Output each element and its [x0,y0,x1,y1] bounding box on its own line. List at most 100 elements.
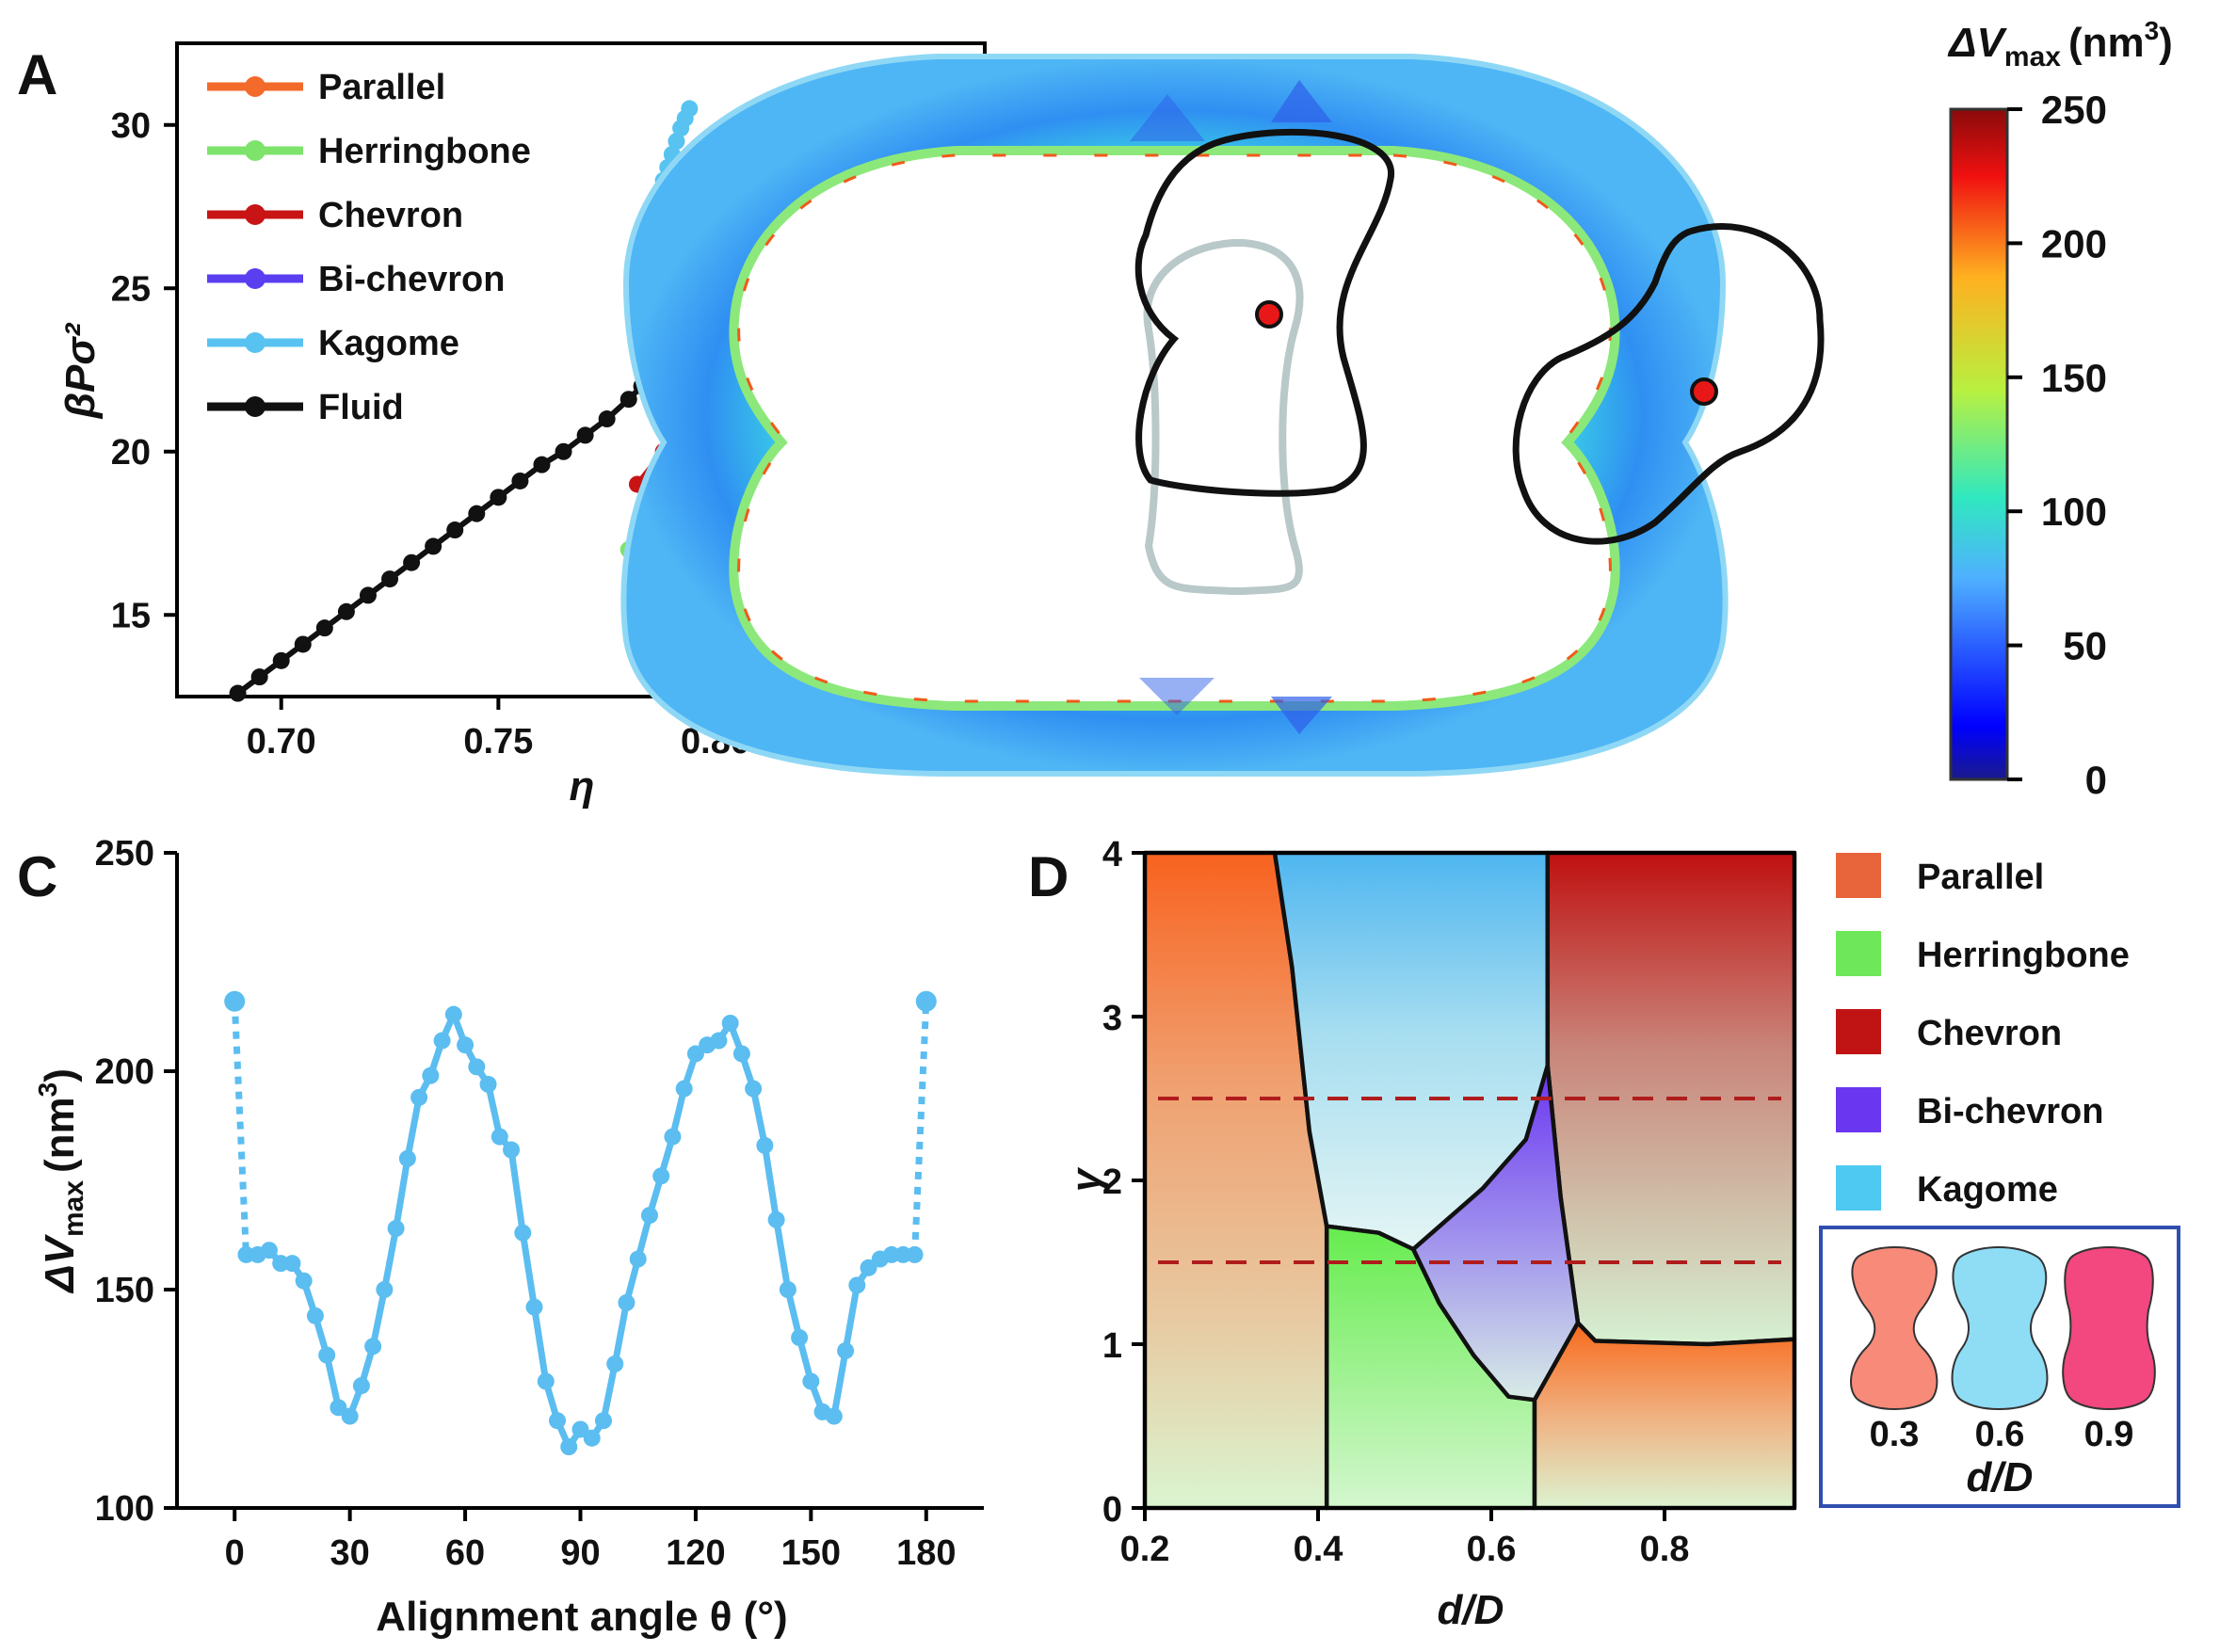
data-point [571,1420,589,1438]
data-point [825,1407,843,1425]
legend-item-chevron: Chevron [1836,1009,2062,1054]
legend-item-fluid: Fluid [207,388,404,427]
data-point [525,1298,543,1316]
data-point [848,1276,866,1294]
data-point [318,1346,336,1364]
x-tick-label: 60 [445,1533,485,1573]
legend-label: Parallel [318,68,445,107]
y-tick-label: 1 [1102,1326,1122,1366]
line-segment [600,1363,619,1421]
y-tick-label: 0 [1102,1490,1122,1530]
legend-label: Chevron [1917,1014,2062,1053]
legend-swatch [1836,1165,1881,1211]
data-point [330,1399,347,1417]
data-point [457,1036,475,1054]
data-point [444,1005,462,1023]
legend-swatch [1836,931,1881,976]
y-tick-label: 100 [95,1489,154,1529]
x-tick-label: 0.6 [1467,1530,1517,1569]
line-segment [749,1087,768,1147]
panel-d-legend: Parallel Herringbone Chevron Bi-chevron Kago… [1836,853,2130,1211]
data-point [555,442,572,460]
colorbar-tick-label: 100 [2041,489,2107,534]
data-point [779,1281,796,1298]
data-point [668,133,685,151]
panel-d-ticks: 0.2 0.4 0.6 0.8 0 1 2 3 4 [1102,835,1690,1569]
x-tick-label: 0 [225,1533,245,1573]
legend-label: Chevron [318,196,463,235]
y-tick-label: 4 [1102,835,1122,874]
colorbar-gradient [1949,107,2009,781]
data-point [364,1338,382,1355]
data-point [381,570,399,588]
heatmap-patch [1271,80,1332,122]
legend-label: Kagome [1917,1170,2058,1210]
x-tick-label: 0.75 [463,722,533,762]
line-segment [611,1302,630,1365]
panel-c: C 0 30 60 90 120 150 180 100 150 200 250 Alignment… [17,834,984,1640]
data-point [376,1281,394,1298]
panel-d: D 0.2 0.4 0.6 0.8 0 1 2 3 4 d/D γ Parallel Herrin… [1028,835,2180,1633]
data-point [398,1149,416,1167]
legend-label: Herringbone [318,132,531,171]
legend-swatch [1836,853,1881,898]
data-point [533,456,551,473]
heatmap-right-contact-point [1690,377,1718,406]
legend-swatch [1836,1087,1881,1132]
line-segment [485,1083,504,1138]
legend-item-kagome: Kagome [207,324,459,363]
y-tick-label: 30 [111,106,151,146]
panel-d-xlabel: d/D [1438,1587,1504,1633]
inset-shape-0.3 [1849,1246,1938,1410]
inset-label-0: 0.3 [1870,1415,1920,1454]
legend-label: Kagome [318,324,459,363]
heatmap-map [620,54,1825,777]
panel-a-ylabel: βPσ² [57,322,104,419]
heatmap-patch [1271,697,1332,734]
data-point [403,553,421,571]
data-point [618,1293,635,1311]
data-point [425,537,442,555]
data-point [537,1372,555,1390]
line-segment [380,1227,400,1291]
x-tick-label: 0.70 [247,722,316,762]
line-segment [369,1289,388,1348]
inset-shape-0.9 [2062,1246,2156,1410]
data-point [294,635,312,653]
y-tick-label: 250 [95,834,154,874]
legend-swatch-marker [245,396,265,417]
heatmap-inner-edge [737,153,1612,703]
x-tick-label: 0.4 [1294,1530,1343,1569]
panel-d-ylabel: γ [1063,1166,1109,1192]
x-tick-label: 150 [781,1533,841,1573]
data-point [433,1032,451,1050]
data-point [732,1045,750,1063]
data-point [422,1067,440,1084]
heatmap-right-particle-outline [1512,223,1825,545]
panel-a-legend: Parallel Herringbone Chevron Bi-chevron Kago… [207,68,531,427]
legend-swatch-marker [245,332,265,353]
legend-item-parallel: Parallel [207,68,445,107]
legend-item-chevron: Chevron [207,196,463,235]
data-point [640,1207,658,1225]
dotted-segment [231,1001,249,1256]
y-tick-label: 20 [111,433,151,473]
data-point [576,426,594,444]
legend-swatch-marker [245,204,265,225]
line-segment [761,1145,780,1221]
line-segment [519,1232,538,1308]
data-point [511,472,529,489]
data-point [675,1080,693,1098]
data-point [224,990,246,1012]
line-segment [323,1354,342,1409]
data-point [915,990,937,1012]
line-segment [404,1097,423,1160]
panel-a-xlabel: η [570,763,595,810]
panel-c-ylabel: ΔVmax(nm3) [33,1068,89,1294]
dotted-segment [911,1001,930,1256]
data-point [491,1128,508,1146]
data-point [387,1220,405,1238]
panel-c-series [224,990,937,1456]
inset-label-1: 0.6 [1975,1415,2025,1454]
